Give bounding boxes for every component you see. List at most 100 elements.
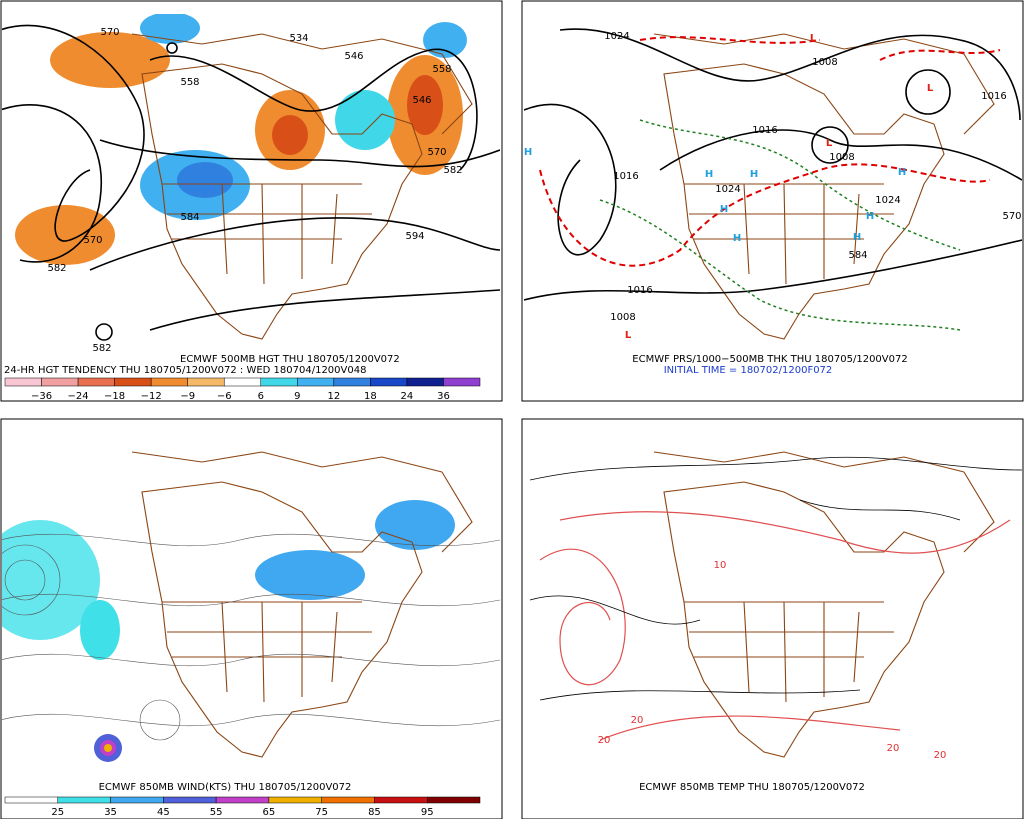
contour-label: 582 [47, 263, 66, 274]
pressure-center: L [810, 33, 817, 44]
contour-label: 534 [289, 33, 308, 44]
colorbar-label: 12 [327, 391, 340, 402]
colorbar-label: 85 [368, 807, 381, 818]
panel-wind [0, 418, 503, 820]
contour-label: 1008 [829, 152, 854, 163]
colorbar-swatch [374, 796, 428, 804]
colorbar-swatch [150, 377, 188, 387]
colorbar-swatch [110, 796, 164, 804]
contour-label: 546 [344, 51, 363, 62]
contour-label: 20 [631, 715, 644, 726]
contour-label: 1016 [981, 91, 1006, 102]
contour-label: 558 [180, 77, 199, 88]
colorbar-swatch [4, 377, 42, 387]
pressure-center: L [625, 330, 632, 341]
colorbar-swatch [4, 796, 59, 804]
panel-thickness [521, 0, 1024, 402]
contour-label: 570 [83, 235, 102, 246]
colorbar-swatch [321, 796, 375, 804]
pressure-center: H [705, 169, 713, 180]
panel-temp [521, 418, 1024, 820]
colorbar-label: 35 [104, 807, 117, 818]
contour-label: 1016 [613, 171, 638, 182]
contour-label: 570 [100, 27, 119, 38]
pressure-center: H [733, 233, 741, 244]
colorbar-label: −12 [141, 391, 162, 402]
contour-label: 20 [598, 735, 611, 746]
contour-label: 1016 [627, 285, 652, 296]
colorbar-label: 55 [210, 807, 223, 818]
contour-label: 584 [848, 250, 867, 261]
pressure-center: L [927, 83, 934, 94]
colorbar-label: −6 [217, 391, 232, 402]
caption: 24-HR HGT TENDENCY THU 180705/1200V072 :… [4, 365, 366, 376]
pressure-center: H [853, 232, 861, 243]
colorbar-swatch [333, 377, 371, 387]
colorbar-label: −36 [31, 391, 52, 402]
colorbar-swatch [297, 377, 335, 387]
pressure-center: H [524, 147, 532, 158]
contour-label: 10 [714, 560, 727, 571]
colorbar-swatch [268, 796, 322, 804]
colorbar-label: 75 [315, 807, 328, 818]
caption: INITIAL TIME = 180702/1200F072 [664, 365, 833, 376]
contour-label: 570 [1002, 211, 1021, 222]
contour-label: 20 [887, 743, 900, 754]
colorbar-swatch [77, 377, 115, 387]
colorbar-label: 65 [263, 807, 276, 818]
colorbar-label: 24 [401, 391, 414, 402]
colorbar-label: 18 [364, 391, 377, 402]
panel-frame [521, 418, 1024, 820]
contour-label: 570 [427, 147, 446, 158]
colorbar-swatch [114, 377, 152, 387]
colorbar-label: 36 [437, 391, 450, 402]
contour-label: 582 [92, 343, 111, 354]
colorbar-swatch [260, 377, 298, 387]
contour-label: 584 [180, 212, 199, 223]
contour-label: 582 [443, 165, 462, 176]
panel-500mb [0, 0, 503, 402]
colorbar-label: −24 [68, 391, 89, 402]
map [2, 14, 500, 341]
pressure-center: H [750, 169, 758, 180]
colorbar-swatch [406, 377, 444, 387]
colorbar-swatch [370, 377, 408, 387]
caption: ECMWF 850MB TEMP THU 180705/1200V072 [639, 782, 865, 793]
pressure-center: H [866, 211, 874, 222]
colorbar-swatch [163, 796, 217, 804]
colorbar-swatch [215, 796, 270, 804]
contour-label: 1016 [752, 125, 777, 136]
contour-label: 1024 [715, 184, 740, 195]
colorbar-label: −9 [180, 391, 195, 402]
colorbar-label: −18 [104, 391, 125, 402]
map [529, 451, 1022, 758]
contour-label: 1008 [610, 312, 635, 323]
colorbar-swatch [223, 377, 262, 387]
colorbar-swatch [426, 796, 481, 804]
caption: ECMWF PRS/1000−500MB THK THU 180705/1200… [632, 354, 907, 365]
panel-frame [521, 0, 1024, 402]
colorbar-label: 6 [258, 391, 264, 402]
colorbar-swatch [443, 377, 481, 387]
contour-label: 20 [934, 750, 947, 761]
caption: ECMWF 850MB WIND(KTS) THU 180705/1200V07… [99, 782, 352, 793]
contour-label: 1024 [604, 31, 629, 42]
map [524, 28, 1022, 340]
pressure-center: H [898, 167, 906, 178]
colorbar-label: 9 [294, 391, 300, 402]
caption: ECMWF 500MB HGT THU 180705/1200V072 [180, 354, 400, 365]
colorbar-label: 45 [157, 807, 170, 818]
colorbar-label: 25 [51, 807, 64, 818]
contour-label: 546 [412, 95, 431, 106]
colorbar-swatch [41, 377, 79, 387]
colorbar-label: 95 [421, 807, 434, 818]
contour-label: 594 [405, 231, 424, 242]
colorbar-swatch [187, 377, 225, 387]
contour-label: 1024 [875, 195, 900, 206]
colorbar-swatch [57, 796, 111, 804]
contour-label: 1008 [812, 57, 837, 68]
pressure-center: L [826, 138, 833, 149]
contour-label: 558 [432, 64, 451, 75]
map [2, 451, 500, 762]
